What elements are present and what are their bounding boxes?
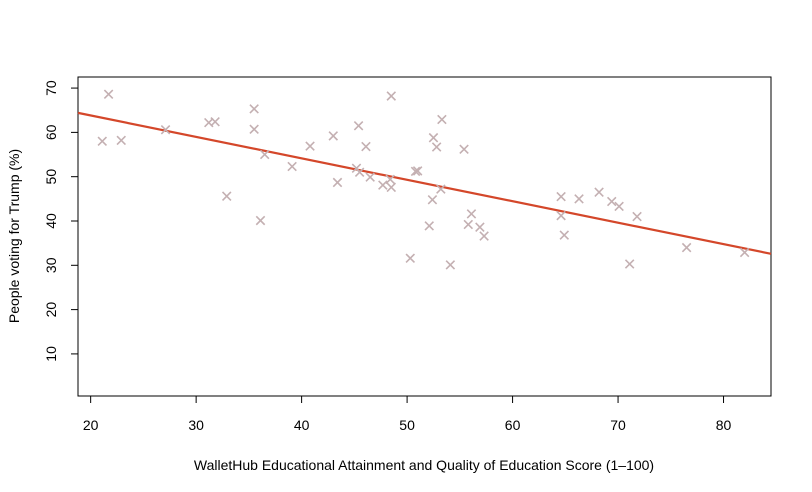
data-point <box>354 167 365 178</box>
data-point <box>556 210 566 221</box>
data-point <box>594 187 604 197</box>
data-point <box>479 231 489 241</box>
data-point <box>436 184 446 194</box>
y-tick-label: 60 <box>43 124 59 140</box>
x-tick-label: 30 <box>188 417 204 433</box>
data-point <box>378 180 388 190</box>
data-point <box>739 247 750 258</box>
y-tick-label: 10 <box>43 346 59 362</box>
data-point <box>386 182 397 193</box>
data-point <box>328 131 339 141</box>
data-point <box>249 124 259 135</box>
y-axis: 10 20 30 40 50 60 70 <box>43 80 78 362</box>
data-point <box>459 144 469 154</box>
data-point <box>287 161 297 172</box>
data-point <box>427 194 438 205</box>
data-point <box>332 177 343 188</box>
data-point <box>255 215 266 226</box>
data-point <box>221 191 232 201</box>
y-tick-label: 70 <box>43 80 59 96</box>
data-point <box>210 116 220 127</box>
data-point <box>249 104 259 114</box>
y-tick-label: 20 <box>43 302 59 318</box>
data-point <box>424 221 435 231</box>
data-point <box>559 230 570 240</box>
data-point <box>103 89 114 100</box>
data-point <box>614 201 624 212</box>
data-points <box>97 89 750 270</box>
plot-frame <box>77 76 772 397</box>
x-tick-label: 50 <box>399 417 415 433</box>
data-point <box>463 219 474 230</box>
y-tick-label: 50 <box>43 169 59 185</box>
data-point <box>431 142 442 152</box>
x-axis: 20 30 40 50 60 70 80 <box>83 396 732 433</box>
x-axis-title: WalletHub Educational Attainment and Qua… <box>194 457 654 473</box>
data-point <box>437 114 447 125</box>
x-tick-label: 40 <box>294 417 310 433</box>
x-tick-label: 80 <box>716 417 732 433</box>
data-point <box>361 141 371 152</box>
y-axis-title: People voting for Trump (%) <box>6 149 22 323</box>
data-point <box>606 196 617 207</box>
data-point <box>681 242 692 253</box>
data-point <box>410 166 421 177</box>
data-point <box>97 136 108 147</box>
data-point <box>405 253 416 263</box>
data-point <box>385 174 395 185</box>
x-tick-label: 60 <box>505 417 521 433</box>
data-point <box>305 141 315 151</box>
trend-line-group <box>77 111 772 255</box>
data-point <box>445 260 456 270</box>
data-point <box>259 149 270 160</box>
trend-line <box>77 111 772 255</box>
data-point <box>365 172 375 182</box>
data-point <box>116 135 127 146</box>
data-point <box>428 132 439 143</box>
x-tick-label: 70 <box>610 417 626 433</box>
x-tick-label: 20 <box>83 417 99 433</box>
data-point <box>353 120 364 131</box>
data-point <box>574 194 584 204</box>
data-point <box>475 222 485 232</box>
y-tick-label: 30 <box>43 257 59 273</box>
data-point <box>556 191 566 202</box>
data-point <box>466 209 477 219</box>
y-tick-label: 40 <box>43 213 59 229</box>
data-point <box>386 91 397 101</box>
data-point <box>412 166 423 176</box>
data-point <box>632 211 642 222</box>
data-point <box>624 259 635 269</box>
data-point <box>160 124 171 135</box>
